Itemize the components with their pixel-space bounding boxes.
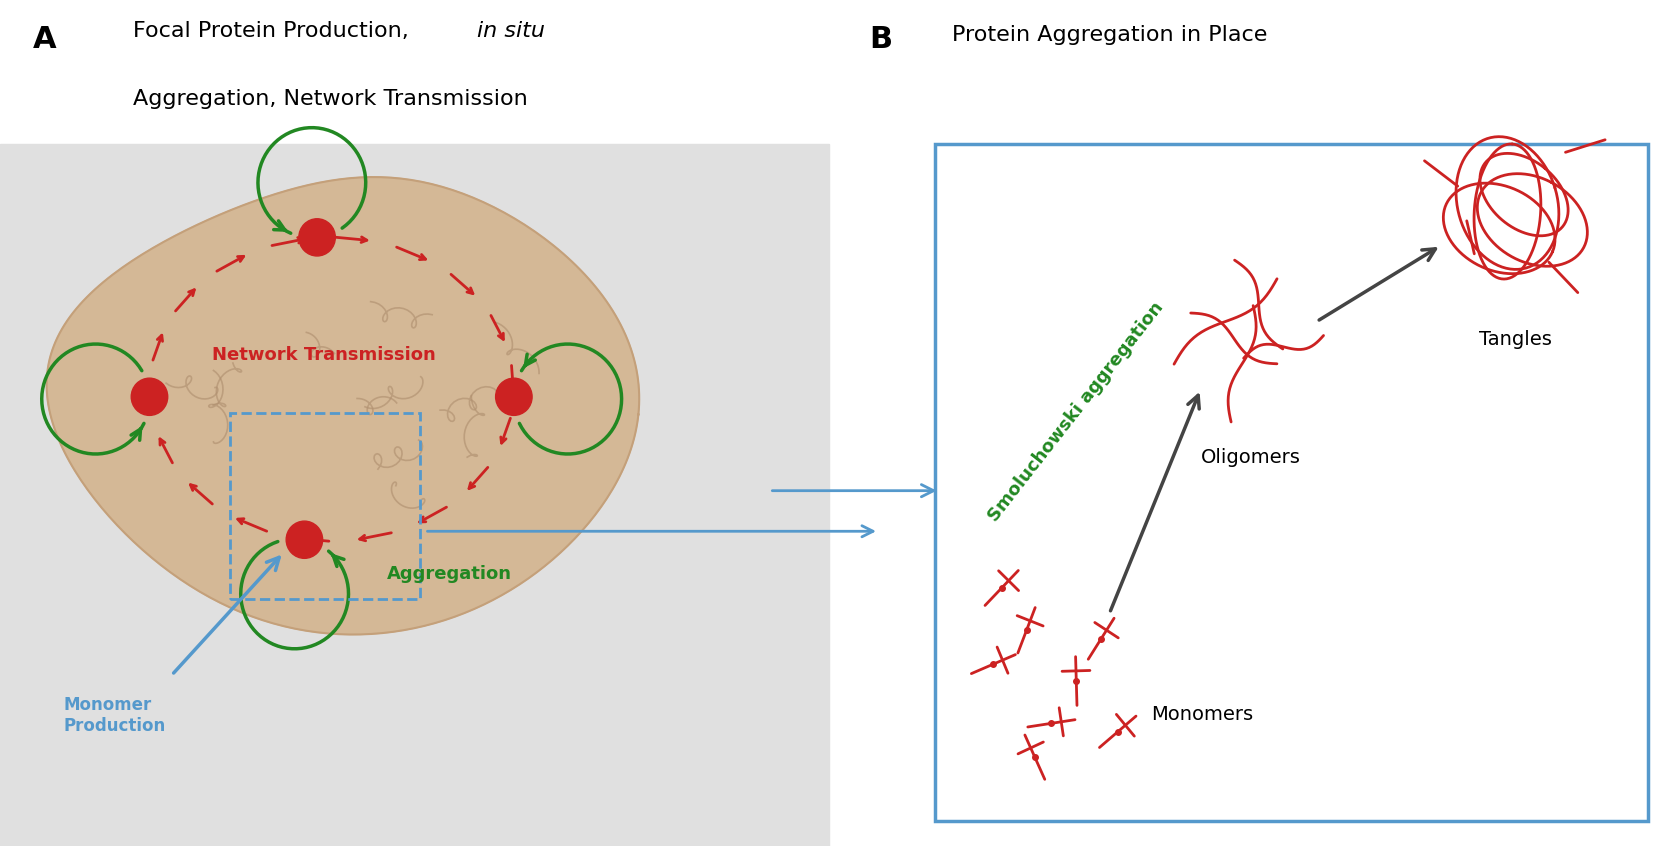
Text: B: B — [869, 25, 892, 54]
Text: Network Transmission: Network Transmission — [211, 346, 434, 365]
Bar — [0, 144, 829, 846]
Circle shape — [286, 521, 323, 558]
Text: in situ: in situ — [476, 21, 544, 41]
Text: Aggregation: Aggregation — [388, 564, 513, 583]
Text: A: A — [33, 25, 57, 54]
Circle shape — [496, 378, 532, 415]
Bar — [230, 413, 421, 599]
Text: Protein Aggregation in Place: Protein Aggregation in Place — [952, 25, 1266, 46]
Circle shape — [131, 378, 168, 415]
Bar — [935, 144, 1647, 821]
Text: Aggregation, Network Transmission: Aggregation, Network Transmission — [133, 89, 527, 109]
Text: Smoluchowski aggregation: Smoluchowski aggregation — [985, 298, 1166, 525]
Circle shape — [298, 219, 334, 256]
Polygon shape — [47, 177, 639, 634]
Bar — [0, 0, 829, 144]
Text: Tangles: Tangles — [1478, 330, 1551, 349]
Text: Monomers: Monomers — [1150, 706, 1253, 724]
Text: Monomer
Production: Monomer Production — [63, 696, 166, 735]
Text: Oligomers: Oligomers — [1200, 448, 1300, 467]
Text: Focal Protein Production,: Focal Protein Production, — [133, 21, 416, 41]
